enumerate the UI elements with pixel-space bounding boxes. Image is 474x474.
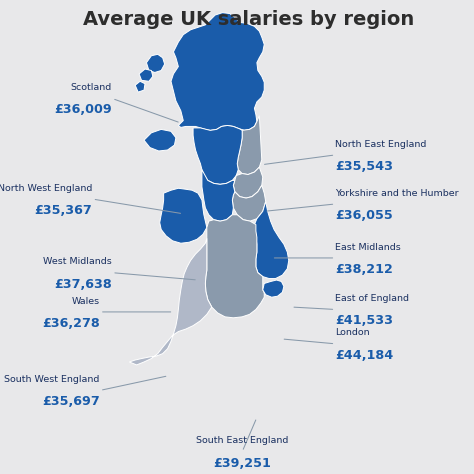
Polygon shape [171,13,264,130]
Text: £36,278: £36,278 [42,317,100,330]
Text: West Midlands: West Midlands [43,257,112,266]
Text: £35,367: £35,367 [35,204,92,217]
Text: £41,533: £41,533 [336,314,393,328]
Polygon shape [139,69,153,82]
Polygon shape [233,167,263,198]
Polygon shape [193,126,242,184]
Text: South East England: South East England [196,437,288,446]
Polygon shape [146,55,164,73]
Polygon shape [160,188,207,243]
Text: £35,697: £35,697 [42,395,100,408]
Text: Yorkshire and the Humber: Yorkshire and the Humber [336,189,459,198]
Polygon shape [135,82,145,92]
Text: £39,251: £39,251 [213,456,271,470]
Polygon shape [202,170,235,221]
Polygon shape [144,129,176,151]
Polygon shape [263,280,284,297]
Text: Wales: Wales [72,297,100,306]
Text: £35,543: £35,543 [336,160,393,173]
Polygon shape [237,116,262,174]
Text: £36,009: £36,009 [55,103,112,117]
Text: South West England: South West England [4,375,100,384]
Polygon shape [255,201,289,279]
Text: £38,212: £38,212 [336,263,393,276]
Text: North East England: North East England [336,139,427,148]
Polygon shape [232,185,266,221]
Text: Scotland: Scotland [71,83,112,92]
Text: £37,638: £37,638 [55,278,112,291]
Text: East Midlands: East Midlands [336,243,401,252]
Text: Average UK salaries by region: Average UK salaries by region [83,9,415,29]
Text: North West England: North West England [0,184,92,193]
Polygon shape [205,215,266,318]
Text: £36,055: £36,055 [336,209,393,222]
Polygon shape [129,238,212,365]
Text: East of England: East of England [336,294,410,303]
Text: £44,184: £44,184 [336,349,393,362]
Text: London: London [336,328,370,337]
